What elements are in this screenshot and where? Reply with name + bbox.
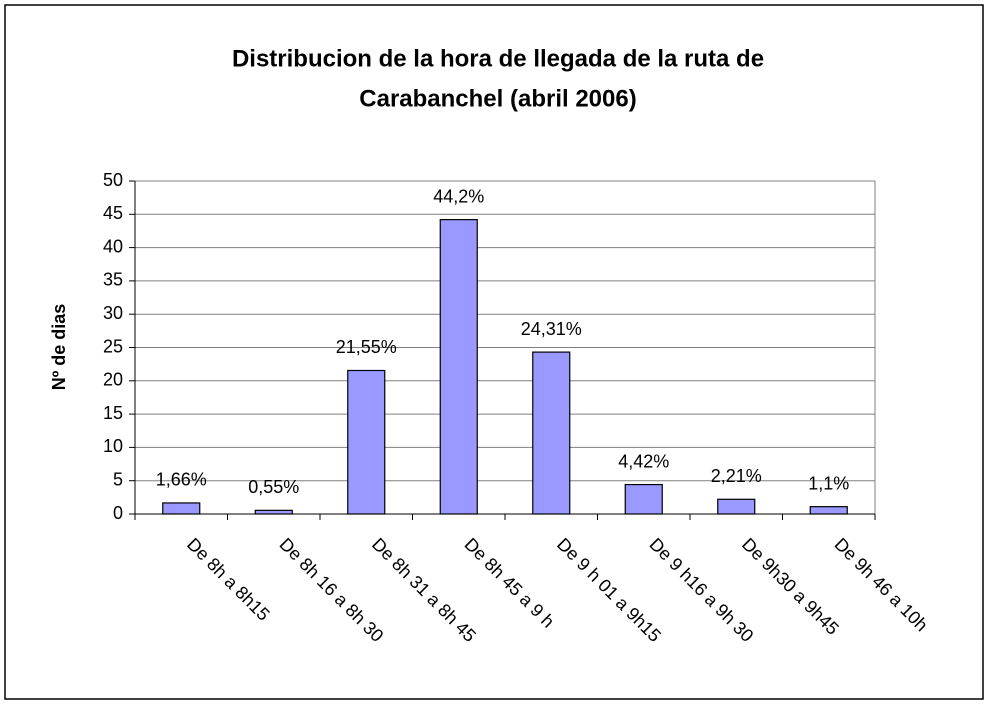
y-tick-label: 5 — [113, 469, 123, 489]
bar — [347, 369, 386, 515]
value-label: 1,66% — [156, 470, 207, 490]
value-label: 4,42% — [618, 451, 669, 471]
value-label: 0,55% — [248, 477, 299, 497]
y-tick-label: 10 — [103, 436, 123, 456]
chart-border — [4, 4, 984, 700]
y-tick-label: 15 — [103, 403, 123, 423]
y-tick-label: 50 — [103, 170, 123, 190]
y-tick-label: 35 — [103, 270, 123, 290]
value-label: 21,55% — [336, 337, 397, 357]
bar — [809, 506, 848, 515]
chart-title: Carabanchel (abril 2006) — [359, 85, 636, 112]
chart-title: Distribucion de la hora de llegada de la… — [232, 45, 764, 72]
value-label: 24,31% — [521, 319, 582, 339]
y-axis-label: Nº de dias — [49, 304, 69, 391]
value-label: 44,2% — [433, 186, 484, 206]
bar — [162, 502, 201, 515]
bar — [439, 219, 478, 515]
value-label: 2,21% — [711, 466, 762, 486]
y-tick-label: 45 — [103, 203, 123, 223]
bar — [532, 351, 571, 515]
y-tick-label: 25 — [103, 336, 123, 356]
value-label: 1,1% — [808, 473, 849, 493]
y-tick-label: 40 — [103, 236, 123, 256]
y-tick-label: 30 — [103, 303, 123, 323]
y-tick-label: 20 — [103, 370, 123, 390]
bar — [717, 498, 756, 515]
y-tick-label: 0 — [113, 503, 123, 523]
bar — [254, 509, 293, 515]
bar — [624, 483, 663, 515]
